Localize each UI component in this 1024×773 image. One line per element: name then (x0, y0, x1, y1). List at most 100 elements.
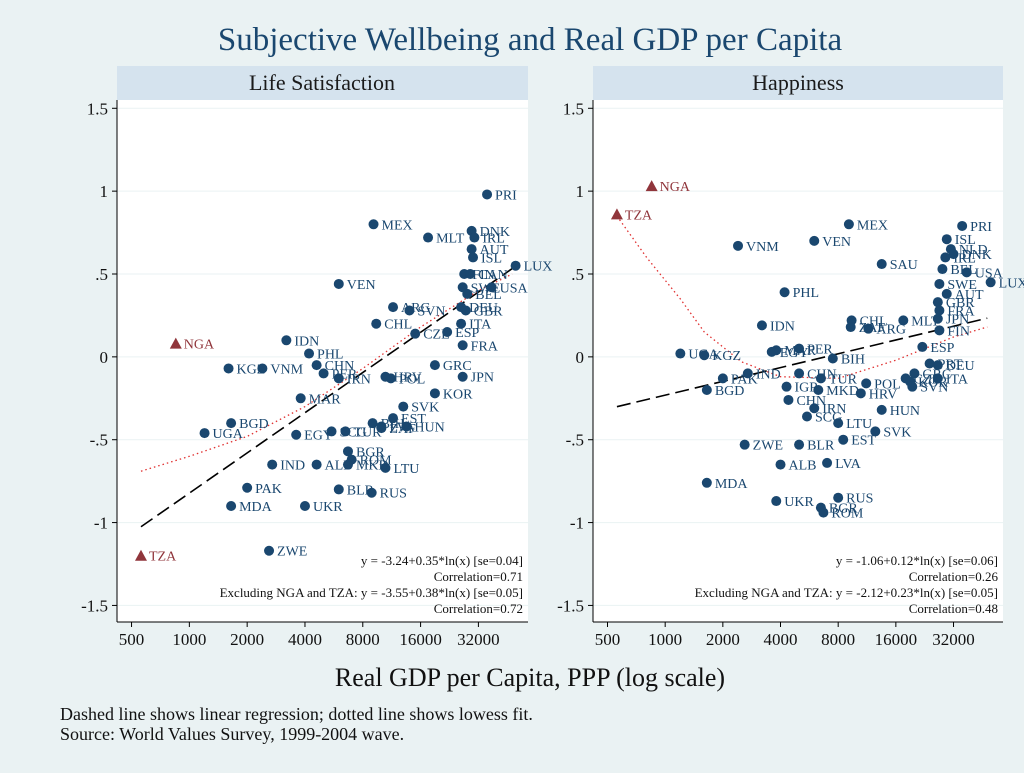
panel-2-point-grc (909, 368, 920, 379)
panel-1-point-label-pol: POL (399, 372, 425, 387)
panel-1-point-label-usa: USA (500, 281, 529, 296)
panel-1-point-can (465, 269, 476, 279)
panel-2-point-label-prt: PRT (938, 357, 963, 372)
panel-2-point-usa (961, 267, 972, 278)
panel-2-point-label-igr: IGR (795, 381, 820, 396)
panel-1-point-label-lva: LVA (389, 420, 416, 435)
panel-2-point-label-nga: NGA (660, 180, 691, 195)
panel-2-x-tick-label: 8000 (821, 630, 855, 649)
panel-1-point-svk (398, 401, 409, 412)
panel-1-point-rus (366, 487, 377, 498)
panel-2-point-isl (941, 234, 952, 245)
panel-1-point-usa (486, 282, 497, 293)
panel-2-stats-line-3: Excluding NGA and TZA: y = -2.12+0.23*ln… (695, 585, 998, 600)
panel-1-point-pol (385, 373, 396, 384)
panel-2-point-rom (818, 507, 829, 518)
panel-2-point-label-bih: BIH (841, 353, 865, 368)
panel-1-point-label-uga: UGA (213, 427, 244, 442)
panel-2-point-label-sau: SAU (890, 258, 918, 273)
panel-1-point-label-ind: IND (280, 459, 305, 474)
panel-1-point-label-lux: LUX (524, 260, 553, 275)
panel-2-point-ukr (771, 496, 782, 507)
panel-1-point-svn (404, 305, 415, 316)
panel-1-stats-line-4: Correlation=0.72 (434, 601, 523, 616)
panel-1-point-label-isl: ISL (481, 251, 502, 266)
panel-2-y-tick-label: 1.5 (563, 99, 584, 118)
panel-2-point-svk (870, 426, 881, 437)
panel-1-point-mar (295, 393, 306, 404)
panel-1-point-chn (311, 360, 322, 371)
panel-2-point-label-ind: IND (756, 367, 781, 382)
panel-2-point-fin (934, 325, 945, 336)
panel-2-point-label-nld: NLD (959, 243, 988, 258)
panel-1-point-label-vnm: VNM (270, 362, 303, 377)
panel-1-point-label-can: CAN (478, 268, 508, 283)
panel-1-stats-line-1: y = -3.24+0.35*ln(x) [se=0.04] (361, 553, 523, 568)
panel-2-point-tur (815, 373, 826, 384)
panel-1-point-label-mlt: MLT (436, 232, 465, 247)
panel-2-point-aut (941, 288, 952, 299)
panel-2-point-label-mkd: MKD (826, 384, 859, 399)
panel-1-point-per (318, 368, 329, 379)
panel-1-point-ind (267, 459, 278, 470)
panel-1-y-tick-label: 1 (100, 182, 109, 201)
panel-2-title: Happiness (752, 70, 844, 95)
panel-1-point-mkd (342, 459, 353, 470)
panel-1-point-jpn (457, 371, 468, 382)
panel-1-point-label-fin: FIN (472, 268, 495, 283)
note-line-1: Dashed line shows linear regression; dot… (60, 704, 533, 724)
panel-1-point-scg (326, 426, 337, 437)
panel-2-point-label-kor: KOR (918, 376, 948, 391)
panel-2-point-arg (863, 323, 874, 334)
panel-2-point-label-usa: USA (975, 266, 1004, 281)
panel-1-point-arg (388, 302, 399, 313)
panel-1-point-label-zwe: ZWE (277, 545, 307, 560)
panel-2-point-pak (717, 373, 728, 384)
panel-2-point-deu (932, 360, 943, 371)
panel-2-point-label-phl: PHL (793, 286, 819, 301)
panel-2-point-label-jpn: JPN (946, 313, 969, 328)
panel-2-point-label-mar: MAR (784, 344, 817, 359)
panel-1-x-tick-label: 500 (119, 630, 145, 649)
panel-1-plot-background (117, 100, 528, 622)
panel-1-point-kor (429, 388, 440, 399)
panel-2-point-alb (775, 459, 786, 470)
panel-2-point-chn (794, 368, 805, 379)
panel-1-point-label-bgr: BGR (356, 445, 385, 460)
panel-1-y-tick-label: -.5 (90, 431, 108, 450)
panel-1-point-irl (469, 232, 480, 243)
panel-2-point-scg (802, 411, 813, 422)
panel-1-point-label-rus: RUS (380, 487, 407, 502)
panel-2-point-label-rus: RUS (846, 492, 873, 507)
panel-2-point-label-alb: ALB (789, 459, 817, 474)
panel-2-point-zwe (739, 439, 750, 450)
panel-1-point-gbr (460, 305, 471, 316)
panel-2-point-label-bgd: BGD (715, 384, 745, 399)
panel-1-point-label-mkd: MKD (356, 459, 389, 474)
panel-1-point-label-ita: ITA (469, 318, 492, 333)
panel-2-point-bgd (701, 385, 712, 395)
panel-2-point-label-lva: LVA (835, 457, 862, 472)
panel-2-point-label-ita: ITA (946, 372, 969, 387)
panel-2-point-chn (783, 394, 794, 405)
panel-1-point-label-pri: PRI (495, 188, 517, 203)
panel-1-point-label-mar: MAR (309, 392, 342, 407)
panel-2-point-hun (876, 404, 887, 415)
panel-1-point-blr (333, 484, 344, 495)
panel-2-point-label-dnk: DNK (962, 248, 992, 263)
panel-2-point-kgz (699, 350, 710, 361)
panel-2-point-label-gbr: GBR (946, 296, 975, 311)
panel-1-point-label-nga: NGA (184, 338, 215, 353)
panel-2-point-label-fra: FRA (947, 304, 975, 319)
panel-1-y-tick-label: 0 (100, 348, 109, 367)
panel-2-point-mkd (813, 385, 824, 395)
panel-2-point-label-esp: ESP (930, 341, 954, 356)
panel-1-x-tick-label: 32000 (457, 630, 500, 649)
panel-1-point-label-kor: KOR (443, 387, 473, 402)
panel-1-point-label-svn: SVN (417, 304, 445, 319)
panel-1-point-nga (169, 337, 182, 349)
panel-1-point-label-bih: BIH (381, 417, 405, 432)
panel-2-x-tick-label: 2000 (706, 630, 740, 649)
panel-2-point-ven (809, 235, 820, 246)
